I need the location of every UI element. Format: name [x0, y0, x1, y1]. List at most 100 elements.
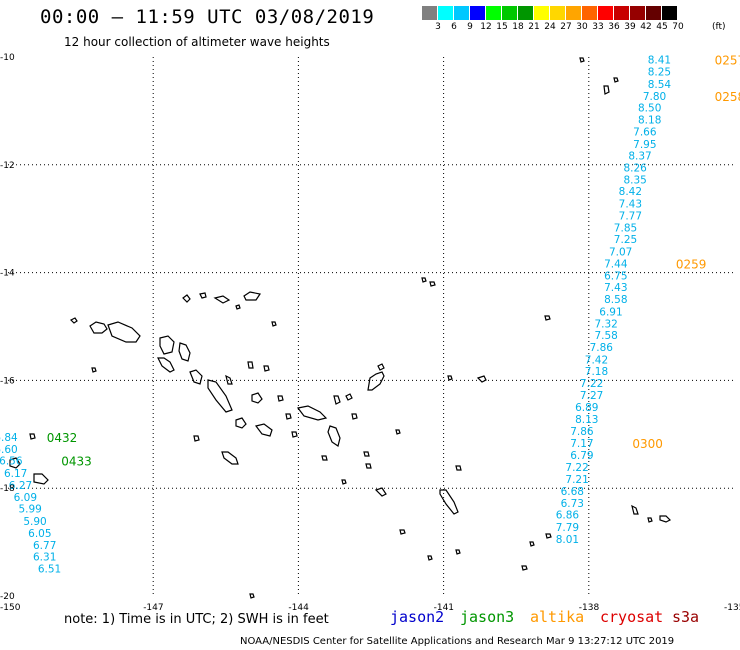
satellite-s3a: s3a	[672, 608, 700, 626]
wave-height-value: 8.50	[638, 103, 661, 115]
satellite-jason3: jason3	[460, 608, 515, 626]
legend-label: 3	[435, 22, 441, 32]
satellite-cryosat: cryosat	[600, 608, 664, 626]
wave-height-value: 6.84	[0, 432, 18, 444]
satellite-jason2: jason2	[390, 608, 445, 626]
island	[221, 451, 239, 465]
island	[341, 479, 347, 485]
island	[251, 392, 263, 404]
legend-swatch	[582, 6, 598, 20]
wave-height-value: 7.22	[580, 378, 603, 390]
lat-lon-grid	[8, 57, 734, 596]
legend-swatch	[646, 6, 662, 20]
legend-swatch	[614, 6, 630, 20]
island	[91, 367, 97, 373]
lat-tick-label: -18	[0, 484, 15, 494]
wave-height-value: 5.99	[18, 504, 41, 516]
island	[367, 371, 385, 391]
wave-height-value: 7.58	[594, 330, 617, 342]
island	[247, 361, 254, 369]
island	[321, 455, 328, 461]
legend-unit: (ft)	[712, 22, 726, 32]
island	[296, 405, 328, 421]
wave-height-value: 8.42	[619, 186, 642, 198]
wave-height-value: 7.77	[619, 210, 642, 222]
wave-height-value: 6.86	[556, 510, 580, 522]
wave-height-value: 6.05	[28, 528, 51, 540]
island	[647, 517, 653, 523]
time-label: 0300	[632, 437, 663, 451]
legend-swatch	[502, 6, 518, 20]
island	[327, 425, 341, 447]
island	[529, 541, 535, 547]
island	[377, 363, 385, 371]
wave-height-value: 8.37	[628, 151, 651, 163]
island	[439, 489, 459, 515]
lon-tick-label: -141	[434, 603, 454, 613]
island	[225, 374, 233, 385]
legend-swatch	[630, 6, 646, 20]
wave-height-value: 7.43	[604, 282, 627, 294]
wave-height-value: 7.07	[609, 247, 632, 259]
lon-tick-label: -150	[0, 603, 21, 613]
island	[659, 515, 672, 523]
lon-tick-label: -147	[143, 603, 163, 613]
legend-swatch	[422, 6, 438, 20]
island	[579, 57, 585, 63]
note-text: note: 1) Time is in UTC; 2) SWH is in fe…	[64, 612, 329, 627]
island	[271, 321, 277, 327]
island	[429, 281, 436, 287]
lon-tick-label: -138	[579, 603, 600, 613]
wave-height-value: 6.09	[14, 492, 37, 504]
island	[193, 435, 200, 442]
legend-swatch	[566, 6, 582, 20]
island	[603, 85, 610, 95]
island	[249, 593, 255, 599]
color-legend	[422, 6, 678, 20]
legend-label: 30	[576, 22, 588, 32]
island	[365, 463, 372, 469]
wave-height-value: 7.42	[585, 354, 608, 366]
island	[263, 365, 270, 372]
wave-height-value: 8.54	[648, 79, 672, 91]
island	[178, 342, 191, 362]
lat-tick-label: -14	[0, 269, 15, 279]
legend-label: 70	[672, 22, 684, 32]
legend-label: 36	[608, 22, 620, 32]
wave-height-value: 7.25	[614, 234, 637, 246]
legend-label: 45	[656, 22, 668, 32]
legend-swatch	[454, 6, 470, 20]
legend-swatch	[550, 6, 566, 20]
legend-label: 6	[451, 22, 457, 32]
wave-height-value: 6.91	[599, 306, 622, 318]
island	[69, 317, 78, 324]
time-label: 0432	[47, 431, 78, 445]
wave-height-value: 8.25	[648, 67, 671, 79]
time-label: 0259	[676, 257, 707, 271]
wave-height-value: 6.73	[561, 498, 584, 510]
legend-label: 33	[592, 22, 604, 32]
island	[235, 304, 241, 310]
island	[159, 335, 175, 355]
lat-tick-label: -16	[0, 376, 15, 386]
wave-height-value: 5.90	[23, 516, 46, 528]
lon-tick-label: -144	[288, 603, 309, 613]
wave-height-value: 7.22	[565, 462, 588, 474]
legend-swatch	[662, 6, 678, 20]
wave-height-value: 8.41	[648, 55, 671, 67]
wave-height-value: 7.85	[614, 222, 637, 234]
time-label: 0257	[715, 54, 740, 68]
wave-height-value: 6.79	[570, 450, 593, 462]
wave-height-value: 6.56	[0, 456, 23, 468]
island	[351, 413, 358, 420]
wave-height-value: 6.89	[575, 402, 598, 414]
island	[254, 423, 273, 437]
footer-credit: NOAA/NESDIS Center for Satellite Applica…	[240, 636, 675, 647]
wave-height-value: 7.44	[604, 258, 628, 270]
lat-tick-label: -12	[0, 161, 15, 171]
island	[333, 395, 341, 405]
lon-tick-label: -135	[724, 603, 740, 613]
island	[521, 565, 528, 571]
satellite-altika: altika	[530, 608, 585, 626]
